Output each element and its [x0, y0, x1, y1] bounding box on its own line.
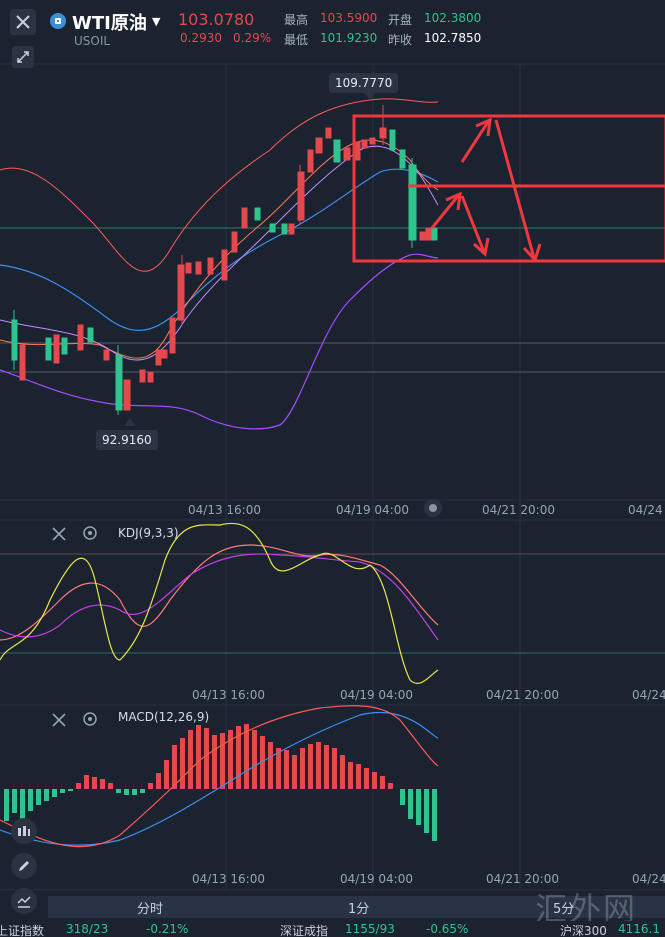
line-chart-icon: [17, 896, 31, 908]
macd-settings-button[interactable]: [82, 711, 98, 731]
low-value: 101.9230: [320, 31, 378, 45]
ticker-item-3-name: 沪深300: [560, 924, 607, 937]
ticker-item-1-pct: -0.21%: [146, 922, 189, 936]
kdj-close-button[interactable]: [52, 526, 66, 545]
draw-button[interactable]: [11, 853, 37, 879]
kdj-x-tick-2: 04/19 04:00: [340, 688, 413, 702]
close-icon: [52, 713, 66, 727]
kdj-x-tick-3: 04/21 20:00: [486, 688, 559, 702]
macd-x-tick-2: 04/19 04:00: [340, 872, 413, 886]
ticker-item-2-pct: -0.65%: [426, 922, 469, 936]
trend-annotation: [352, 114, 665, 263]
high-price-callout: 109.7770: [329, 73, 399, 93]
close-icon: [52, 527, 66, 541]
low-price-callout: 92.9160: [96, 430, 158, 450]
macd-x-tick-4: 04/24: [632, 872, 665, 886]
main-x-tick-2: 04/19 04:00: [336, 503, 409, 517]
macd-histogram: [4, 724, 437, 841]
symbol-logo-icon: [50, 13, 66, 29]
pencil-icon: [19, 861, 29, 871]
high-label: 最高: [284, 13, 309, 27]
kdj-settings-button[interactable]: [82, 525, 98, 545]
high-value: 103.5900: [320, 11, 378, 25]
macd-label: MACD(12,26,9): [118, 710, 210, 724]
open-label: 开盘: [388, 13, 413, 27]
quote-header: [0, 0, 665, 52]
timeframe-tab-2[interactable]: 1分: [348, 902, 370, 917]
kdj-x-tick-1: 04/13 16:00: [192, 688, 265, 702]
change-absolute: 0.2930: [180, 31, 222, 45]
shrink-button[interactable]: [12, 46, 34, 68]
timeframe-tab-1[interactable]: 分时: [137, 902, 164, 917]
main-x-tick-4: 04/24: [628, 503, 663, 517]
timeframe-bar: [48, 896, 665, 918]
symbol-name[interactable]: WTI原油: [72, 13, 147, 34]
prev-close-value: 102.7850: [424, 31, 482, 45]
low-label: 最低: [284, 33, 309, 47]
candles: [11, 105, 438, 415]
symbol-dropdown-icon[interactable]: ▼: [152, 15, 161, 28]
prev-close-label: 昨收: [388, 33, 413, 47]
market-ticker: 上证指数 318/23 -0.21% 深证成指 1155/93 -0.65% 沪…: [0, 921, 665, 937]
shrink-icon: [17, 51, 29, 63]
ticker-item-1-name: 上证指数: [0, 924, 45, 937]
close-button[interactable]: [10, 9, 36, 35]
indicator-button[interactable]: [11, 818, 37, 844]
chart-type-button[interactable]: [11, 888, 37, 914]
last-price: 103.0780: [178, 10, 255, 29]
main-x-tick-1: 04/13 16:00: [188, 503, 261, 517]
macd-x-tick-3: 04/21 20:00: [486, 872, 559, 886]
close-icon: [16, 15, 30, 29]
ticker-item-2-value: 1155/93: [345, 922, 395, 936]
candles-icon: [18, 826, 30, 836]
macd-close-button[interactable]: [52, 712, 66, 731]
gear-icon: [83, 712, 97, 726]
kdj-x-tick-4: 04/24: [632, 688, 665, 702]
kdj-label: KDJ(9,3,3): [118, 526, 179, 540]
ticker-item-3-value: 4116.1: [618, 922, 660, 936]
macd-x-tick-1: 04/13 16:00: [192, 872, 265, 886]
ticker-item-1-value: 318/23: [66, 922, 109, 936]
change-percent: 0.29%: [233, 31, 272, 45]
ticker-item-2-name: 深证成指: [280, 924, 329, 937]
gear-icon: [83, 526, 97, 540]
open-value: 102.3800: [424, 11, 482, 25]
timeframe-tab-3[interactable]: 5分: [553, 902, 575, 917]
symbol-code: USOIL: [74, 34, 111, 48]
main-x-tick-3: 04/21 20:00: [482, 503, 555, 517]
